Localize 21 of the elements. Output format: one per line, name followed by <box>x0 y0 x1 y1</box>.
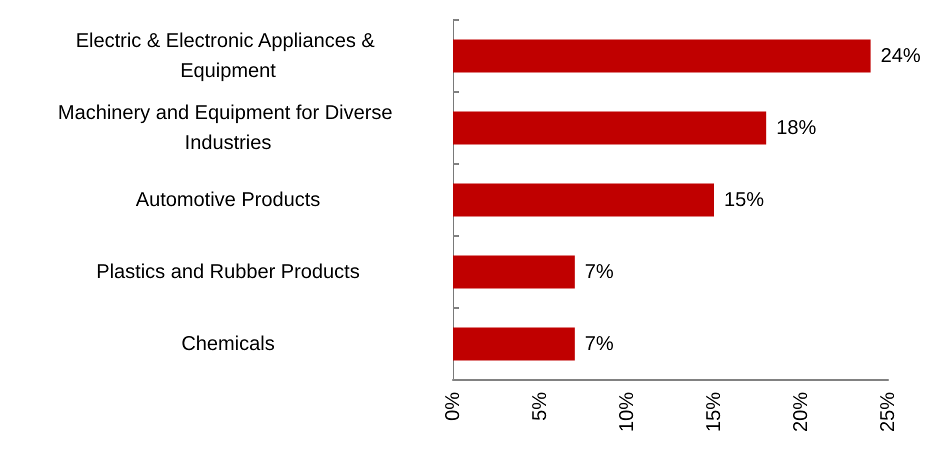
x-tick-label: 25% <box>877 392 899 432</box>
bar <box>453 328 575 360</box>
x-tick-label: 10% <box>616 392 638 432</box>
bar <box>453 112 766 144</box>
y-tick-label: Chemicals <box>181 333 275 355</box>
data-label: 24% <box>880 45 921 67</box>
y-tick-label: Electric & Electronic Appliances & Equipment <box>76 30 380 82</box>
data-label: 7% <box>584 333 614 355</box>
y-tick-label: Machinery and Equipment for Diverse Industries <box>58 102 398 154</box>
x-tick-label: 20% <box>790 392 812 432</box>
x-tick-label: 15% <box>703 392 725 432</box>
bar <box>453 256 575 288</box>
data-label: 18% <box>776 117 816 139</box>
bar <box>453 40 871 72</box>
x-tick-label: 5% <box>529 392 551 421</box>
data-label: 7% <box>584 261 614 283</box>
x-tick-label: 0% <box>442 392 464 421</box>
y-tick-label: Automotive Products <box>136 189 320 211</box>
data-label: 15% <box>724 189 764 211</box>
y-tick-label: Plastics and Rubber Products <box>96 261 360 283</box>
bar <box>453 184 714 216</box>
